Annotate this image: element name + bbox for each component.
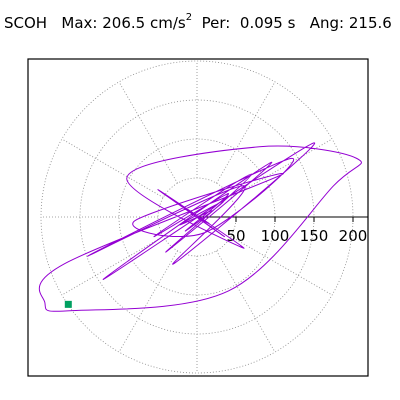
- radial-tick-label: 200: [339, 227, 368, 245]
- angle-value: 215.6: [348, 14, 392, 32]
- grid-spoke: [118, 81, 178, 184]
- plot-frame: [27, 58, 369, 377]
- radial-tick-label: 150: [300, 227, 329, 245]
- max-label: Max:: [61, 14, 98, 32]
- marker-layer: [64, 300, 72, 308]
- period-label: Per:: [201, 14, 231, 32]
- orbit-trace: [38, 142, 362, 312]
- grid-spoke: [61, 236, 164, 296]
- grid-spoke: [118, 250, 178, 353]
- radial-axis: 50 100 150 200: [197, 216, 368, 245]
- radial-tick-label: 100: [261, 227, 290, 245]
- grid-spoke: [61, 138, 164, 198]
- station-code: SCOH: [4, 14, 48, 32]
- max-value: 206.5: [102, 14, 146, 32]
- period-value: 0.095 s: [239, 14, 296, 32]
- peak-marker: [64, 300, 72, 308]
- angle-label: Ang:: [309, 14, 345, 32]
- radial-tick-label: 50: [226, 227, 245, 245]
- chart-header: SCOH Max: 206.5 cm/s2 Per: 0.095 s Ang: …: [4, 12, 392, 32]
- max-unit: cm/s: [150, 14, 186, 32]
- grid-spoke: [216, 250, 276, 353]
- max-unit-exponent: 2: [185, 12, 193, 23]
- orbit-series: [38, 142, 362, 312]
- grid-spoke: [230, 236, 333, 296]
